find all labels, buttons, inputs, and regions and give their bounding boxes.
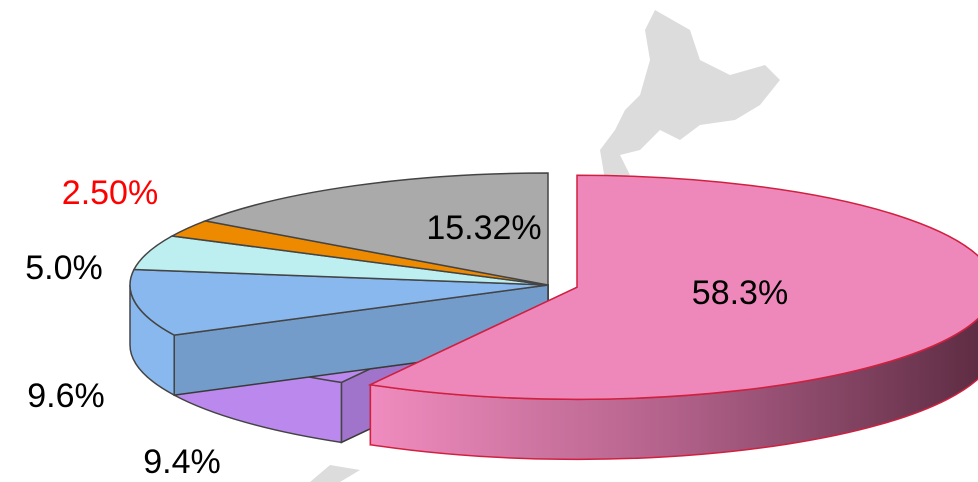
pie-slice xyxy=(129,268,549,336)
data-label: 5.0% xyxy=(25,249,103,287)
data-label: 2.50% xyxy=(62,174,158,212)
data-label: 58.3% xyxy=(692,274,788,312)
map-background xyxy=(310,10,780,482)
data-label: 9.4% xyxy=(143,443,221,481)
data-label: 15.32% xyxy=(426,209,541,247)
pie-slice xyxy=(367,174,978,401)
pie-slice xyxy=(202,172,549,286)
data-label: 9.6% xyxy=(27,377,105,415)
